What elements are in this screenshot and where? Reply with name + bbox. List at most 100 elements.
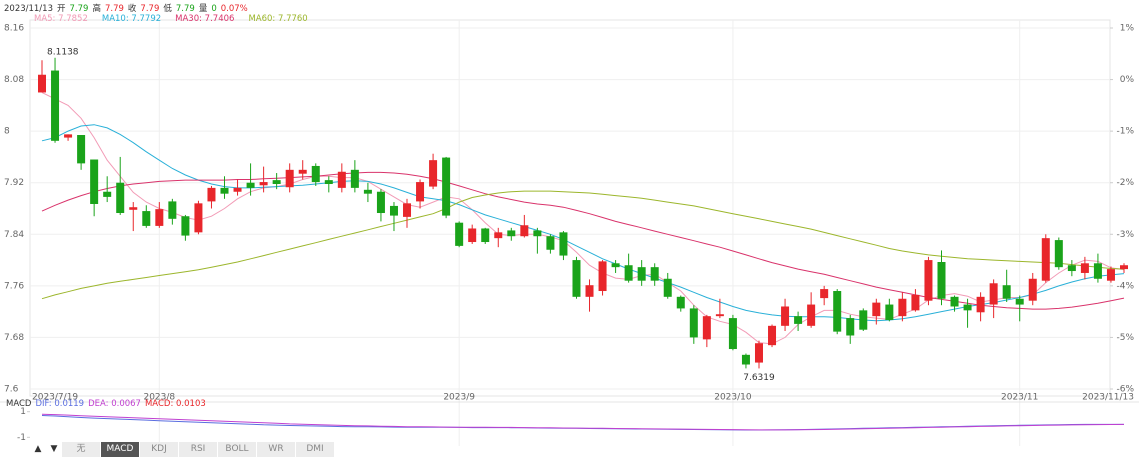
header-item: 0 — [211, 4, 217, 14]
x-tick-label: 2023/10 — [714, 393, 752, 403]
scroll-arrow[interactable]: ▲ — [34, 444, 42, 454]
indicator-tab[interactable]: KDJ — [140, 442, 179, 457]
header-item: 7.79 — [104, 4, 124, 14]
y2-tick-label: -2% — [1116, 178, 1134, 188]
candle-body — [689, 308, 698, 338]
candle-body — [676, 296, 685, 309]
candle-body — [872, 302, 881, 317]
candle-body — [833, 291, 842, 332]
candle-body — [885, 304, 894, 321]
candle-body — [442, 157, 451, 216]
candle-body — [350, 169, 359, 188]
candle-body — [285, 169, 294, 188]
candle-body — [324, 180, 333, 185]
ma-line — [41, 190, 1125, 300]
y-tick-label: 7.6 — [4, 385, 19, 395]
candle-body — [1106, 269, 1115, 281]
header-item: 低 — [163, 4, 172, 14]
candle-body — [494, 232, 503, 239]
candle-body — [220, 187, 229, 194]
candle-body — [533, 230, 542, 237]
candle-body — [233, 187, 242, 192]
ma-line — [41, 124, 1125, 322]
candle-body — [272, 180, 281, 185]
candle-body — [90, 159, 99, 204]
candle-body — [976, 296, 985, 313]
header-item: 7.79 — [140, 4, 160, 14]
candle-body — [1080, 263, 1089, 273]
candle-body — [389, 205, 398, 216]
scroll-arrow[interactable]: ▼ — [50, 444, 58, 454]
candle-body — [363, 189, 372, 194]
candle-body — [51, 70, 60, 141]
candle-body — [585, 285, 594, 297]
candle-body — [989, 283, 998, 305]
header-item: 收 — [127, 4, 137, 14]
candle-body — [168, 201, 177, 219]
candle-body — [64, 134, 73, 138]
header-item: 高 — [92, 4, 101, 14]
macd-tick-label: 1 — [20, 407, 26, 417]
x-tick-label: 2023/11/13 — [1082, 393, 1134, 403]
candle-body — [1015, 298, 1024, 305]
candle-body — [859, 310, 868, 330]
indicator-tab[interactable]: 无 — [62, 442, 101, 457]
max-annotation: 8.1138 — [47, 47, 79, 57]
candle-body — [1041, 238, 1050, 281]
y2-tick-label: 0% — [1120, 75, 1135, 85]
macd-tick-label: -1 — [17, 433, 26, 443]
y-tick-label: 7.76 — [4, 281, 24, 291]
y2-tick-label: -4% — [1116, 281, 1134, 291]
header-item: 0.07% — [220, 4, 248, 14]
y-tick-label: 8.16 — [4, 24, 24, 34]
min-annotation: 7.6319 — [743, 373, 775, 383]
candle-body — [403, 203, 412, 217]
macd-title: MACD — [6, 399, 32, 409]
y2-tick-label: -1% — [1116, 127, 1134, 137]
y2-tick-label: -3% — [1116, 230, 1134, 240]
candle-body — [741, 354, 750, 365]
candle-body — [481, 228, 490, 243]
legend-entry: MA5: 7.7852 — [34, 14, 88, 24]
candle-body — [924, 260, 933, 301]
x-tick-label: 2023/8 — [143, 393, 175, 403]
y-tick-label: 7.68 — [4, 333, 24, 343]
y-tick-label: 7.84 — [4, 230, 24, 240]
indicator-tab[interactable]: RSI — [179, 442, 218, 457]
candle-body — [963, 304, 972, 311]
candle-body — [77, 135, 86, 164]
candle-body — [155, 209, 164, 226]
candle-body — [820, 289, 829, 299]
candle-body — [598, 261, 607, 292]
legend-entry: MA10: 7.7792 — [101, 14, 162, 24]
indicator-tab[interactable]: WR — [257, 442, 296, 457]
candle-body — [937, 262, 946, 299]
candle-body — [663, 278, 672, 297]
ohlc-header: 2023/11/13 开 7.79 高 7.79 收 7.79 低 7.79 量 0 0.07% — [4, 4, 252, 14]
candle-body — [950, 296, 959, 307]
indicator-tab[interactable]: BOLL — [218, 442, 257, 457]
candle-body — [142, 211, 151, 226]
indicator-tab[interactable]: MACD — [101, 442, 140, 457]
candle-body — [702, 316, 711, 340]
y-tick-label: 7.92 — [4, 178, 24, 188]
macd-legend-entry: DEA: 0.0067 — [88, 399, 141, 409]
candle-body — [129, 207, 138, 210]
candle-body — [794, 316, 803, 324]
y-tick-label: 8.08 — [4, 75, 24, 85]
candle-body — [416, 182, 425, 202]
candle-body — [259, 182, 268, 186]
candle-body — [520, 225, 529, 237]
indicator-tab[interactable]: DMI — [296, 442, 335, 457]
candle-body — [637, 267, 646, 281]
ma-line — [41, 171, 1125, 310]
macd-line — [41, 413, 1125, 431]
candle-body — [1120, 265, 1128, 270]
header-item: 7.79 — [175, 4, 195, 14]
x-tick-label: 2023/9 — [443, 393, 475, 403]
candle-body — [807, 304, 816, 326]
plot-frame — [29, 19, 1111, 397]
macd-legend: MACD DIF: 0.0119 DEA: 0.0067 MACD: 0.0103 — [6, 399, 210, 409]
x-tick-label: 2023/7/19 — [32, 393, 78, 403]
